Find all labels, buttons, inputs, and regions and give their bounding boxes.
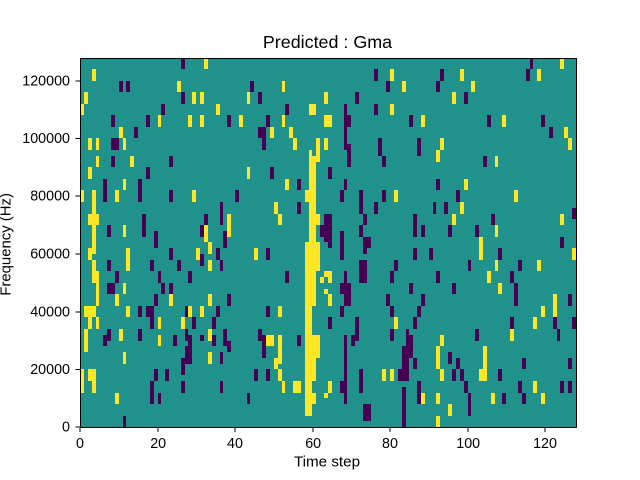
svg-text:100: 100 — [456, 436, 480, 452]
svg-text:60: 60 — [305, 436, 321, 452]
svg-text:Time step: Time step — [294, 454, 360, 471]
svg-text:100000: 100000 — [22, 131, 70, 147]
svg-text:80: 80 — [382, 436, 398, 452]
svg-text:Predicted : Gma: Predicted : Gma — [263, 32, 392, 52]
svg-text:120000: 120000 — [22, 74, 70, 90]
svg-text:0: 0 — [76, 436, 84, 452]
svg-text:20: 20 — [150, 436, 166, 452]
svg-text:0: 0 — [62, 420, 70, 436]
svg-text:120: 120 — [533, 436, 557, 452]
svg-text:60000: 60000 — [30, 247, 70, 263]
svg-text:40000: 40000 — [30, 305, 70, 321]
svg-text:80000: 80000 — [30, 189, 70, 205]
svg-text:40: 40 — [227, 436, 243, 452]
svg-text:20000: 20000 — [30, 362, 70, 378]
svg-text:Frequency (Hz): Frequency (Hz) — [0, 193, 15, 296]
